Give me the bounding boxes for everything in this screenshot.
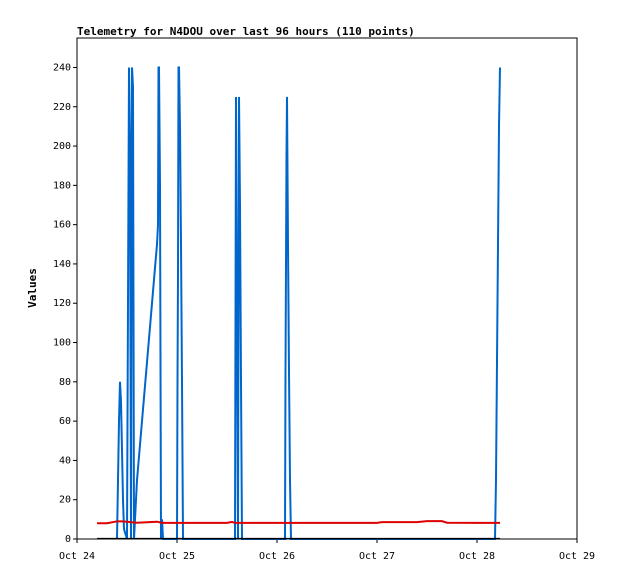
x-tick-label: Oct 25	[159, 551, 195, 562]
x-tick-label: Oct 26	[259, 551, 295, 562]
y-axis: 0 20 40 60 80 100 120 140 160 180 200 220 240	[53, 62, 77, 545]
y-tick-label: 200	[53, 141, 71, 152]
chart-title: Telemetry for N4DOU over last 96 hours (…	[77, 25, 415, 38]
series-layer	[97, 66, 501, 540]
y-tick-label: 0	[65, 534, 71, 545]
x-axis: Oct 24 Oct 25 Oct 26 Oct 27 Oct 28 Oct 29	[59, 539, 595, 562]
y-tick-label: 20	[59, 495, 71, 506]
y-tick-label: 140	[53, 259, 71, 270]
series-line-2	[97, 520, 500, 525]
y-tick-label: 160	[53, 220, 71, 231]
y-tick-label: 40	[59, 455, 71, 466]
y-tick-label: 120	[53, 298, 71, 309]
y-tick-label: 220	[53, 102, 71, 113]
y-tick-label: 240	[53, 62, 71, 73]
y-tick-label: 100	[53, 338, 71, 349]
y-tick-label: 80	[59, 377, 71, 388]
x-tick-label: Oct 29	[559, 551, 595, 562]
plot-frame	[76, 37, 578, 540]
y-axis-label: Values	[26, 268, 39, 308]
x-tick-label: Oct 24	[59, 551, 95, 562]
x-tick-label: Oct 28	[459, 551, 495, 562]
y-tick-label: 180	[53, 180, 71, 191]
y-tick-label: 60	[59, 416, 71, 427]
series-line-1	[116, 66, 501, 540]
x-tick-label: Oct 27	[359, 551, 395, 562]
